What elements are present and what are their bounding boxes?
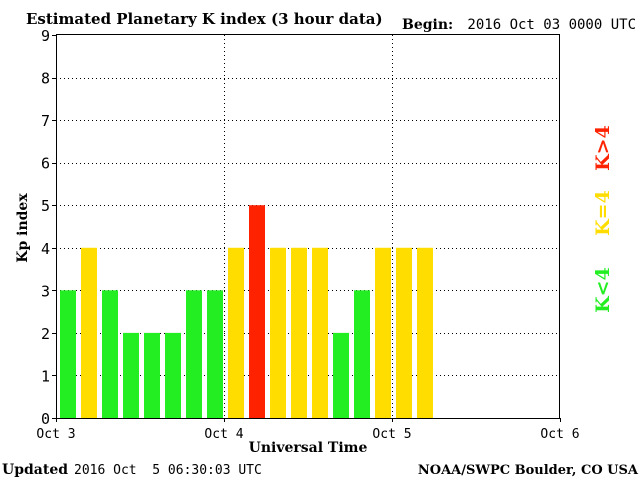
y-tick-label: 6 [41, 155, 50, 173]
kp-bar [81, 247, 97, 418]
kp-bar [123, 332, 139, 418]
y-tick-label: 8 [41, 70, 50, 88]
x-tick-label: Oct 3 [36, 427, 75, 442]
kp-bar [270, 247, 286, 418]
updated-value: 2016 Oct 5 06:30:03 UTC [74, 463, 262, 478]
kp-bar [60, 290, 76, 418]
kp-bar [396, 247, 412, 418]
kp-bar [333, 332, 349, 418]
begin-value: 2016 Oct 03 0000 UTC [467, 17, 636, 33]
y-tick-label: 3 [41, 282, 50, 300]
kp-bar [249, 205, 265, 418]
begin-label: Begin: [402, 17, 453, 33]
y-tick-label: 9 [41, 27, 50, 45]
kp-bar [207, 290, 223, 418]
y-axis-label: Kp index [15, 193, 31, 263]
x-ticks: Oct 3 Oct 4 Oct 5 Oct 6 [36, 418, 580, 442]
y-tick-label: 5 [41, 197, 50, 215]
y-ticks: 0 1 2 3 4 5 6 7 8 9 [41, 27, 56, 428]
kp-bar [291, 247, 307, 418]
chart-title: Estimated Planetary K index (3 hour data… [26, 10, 383, 28]
source-credit: NOAA/SWPC Boulder, CO USA [418, 463, 639, 478]
y-tick-label: 7 [41, 112, 50, 130]
x-tick-label: Oct 5 [372, 427, 411, 442]
kp-bar [144, 332, 160, 418]
kp-bar [375, 247, 391, 418]
legend: K<4 K=4 K>4 [592, 125, 614, 313]
x-tick-label: Oct 6 [540, 427, 579, 442]
kp-bar [165, 332, 181, 418]
y-tick-label: 4 [41, 240, 50, 258]
x-tick-label: Oct 4 [204, 427, 243, 442]
plot-frame [56, 34, 560, 419]
legend-item-k-lt-4: K<4 [592, 267, 614, 313]
y-tick-label: 1 [41, 367, 50, 385]
x-axis-label: Universal Time [249, 440, 368, 456]
kp-bar [354, 290, 370, 418]
kp-bar [102, 290, 118, 418]
grid-lines [56, 35, 560, 418]
y-tick-label: 0 [41, 410, 50, 428]
legend-item-k-eq-4: K=4 [592, 190, 614, 236]
legend-item-k-gt-4: K>4 [592, 125, 614, 171]
y-tick-label: 2 [41, 325, 50, 343]
kp-bar [186, 290, 202, 418]
kp-bar [228, 247, 244, 418]
kp-bar [312, 247, 328, 418]
kp-bar [417, 247, 433, 418]
bars [60, 205, 433, 418]
updated-label: Updated [2, 462, 68, 478]
